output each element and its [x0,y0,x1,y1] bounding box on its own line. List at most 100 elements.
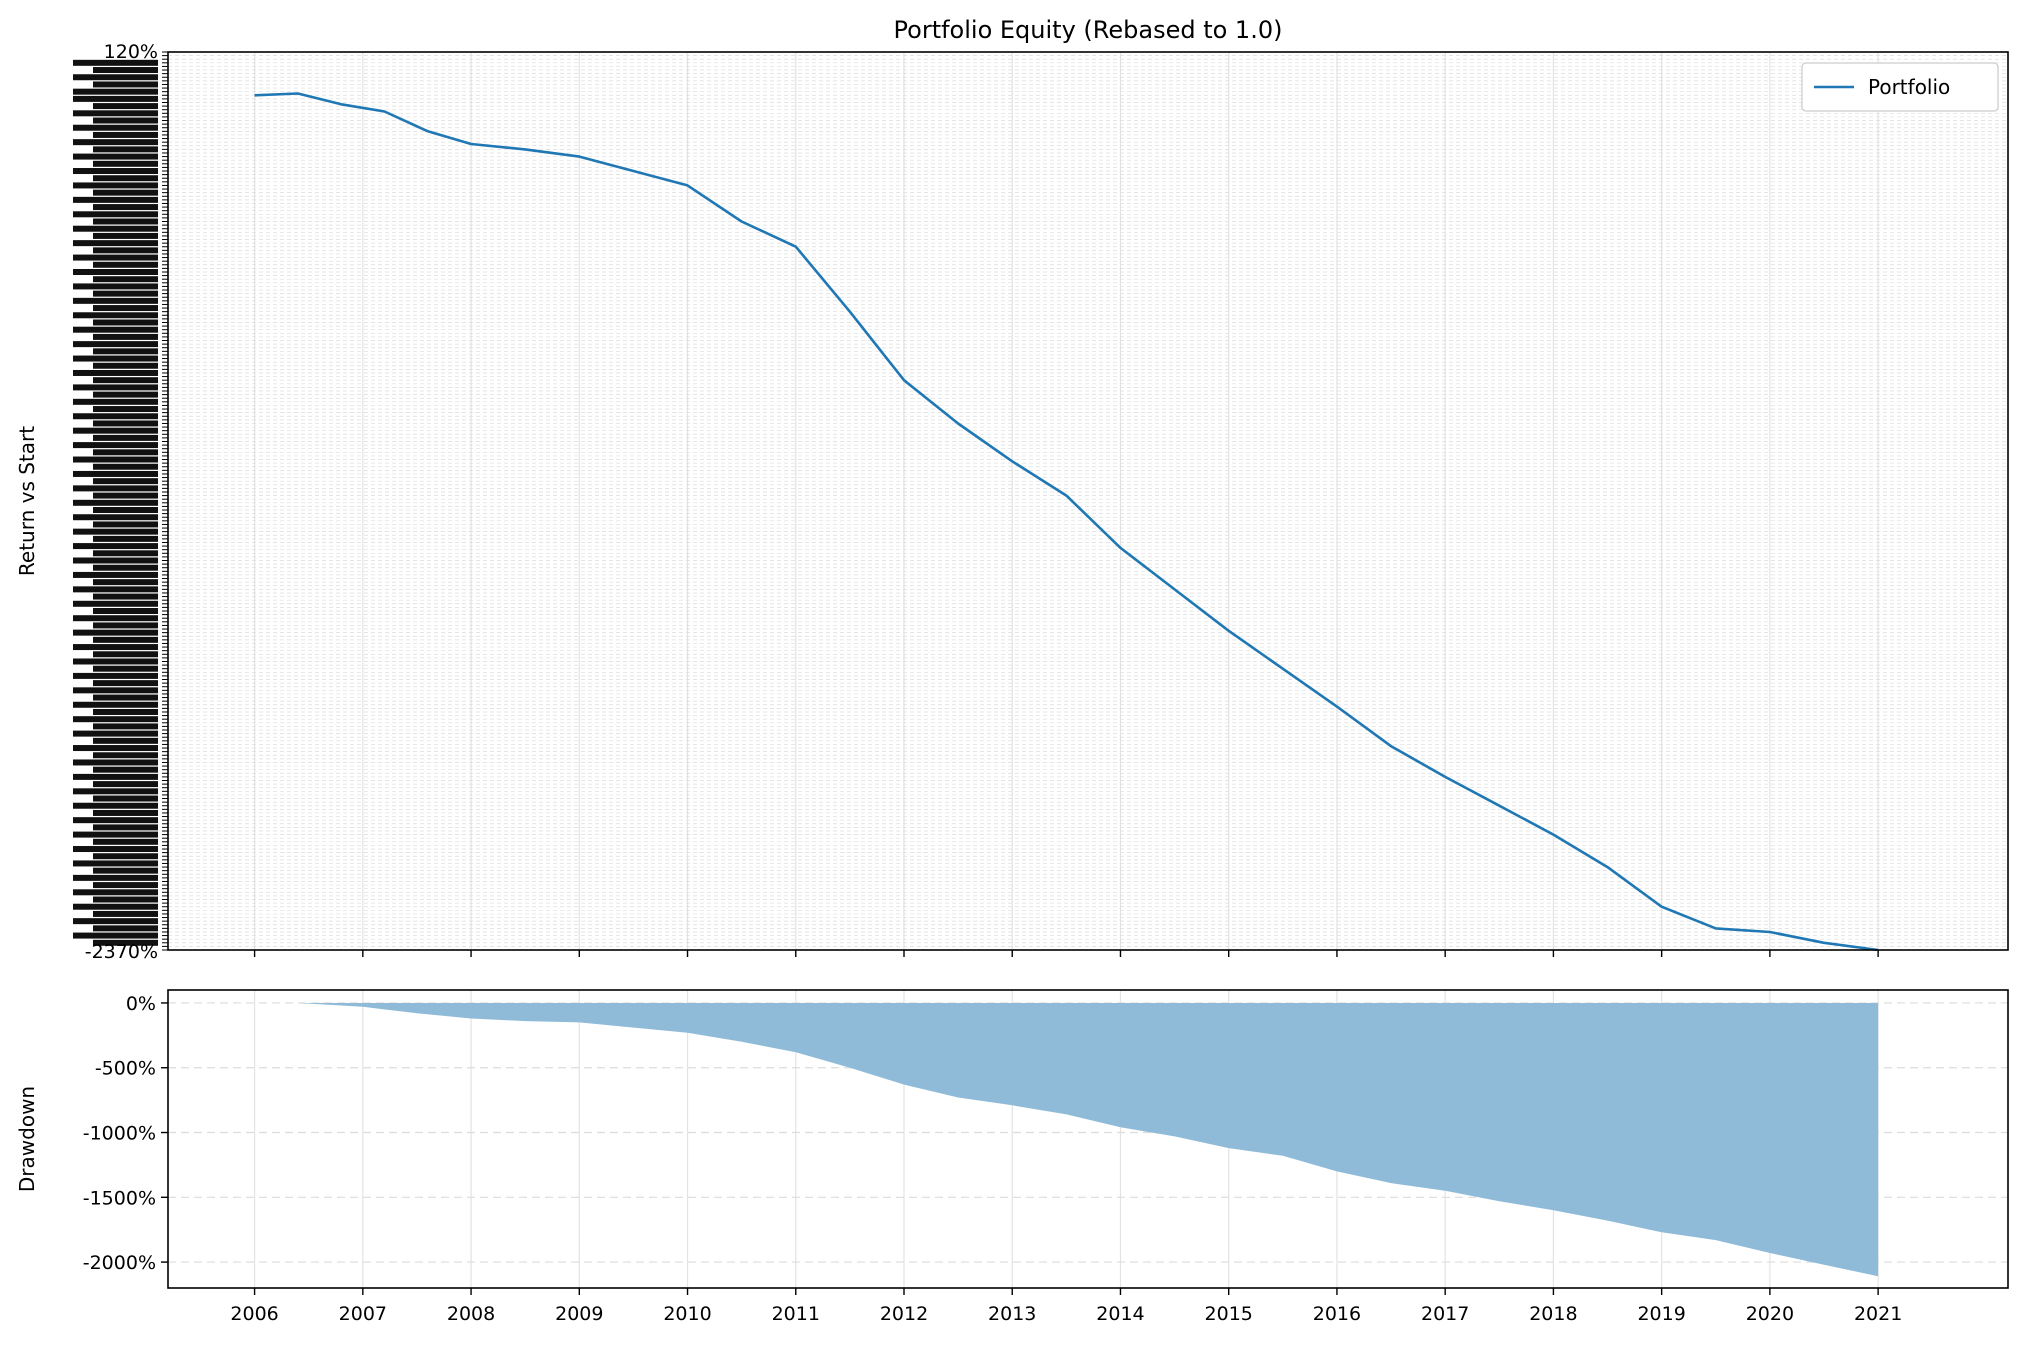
equity-ytick-label-overlap [73,846,158,853]
equity-ytick-label-overlap [73,124,158,131]
equity-ytick-label-overlap [93,160,158,167]
equity-ytick-label-overlap [73,528,158,535]
drawdown-ytick-label: -2000% [83,1252,156,1274]
equity-ytick-label-overlap [93,131,158,138]
equity-x-ticks [253,950,1879,957]
drawdown-ytick-label: -1000% [83,1123,156,1145]
equity-ytick-label-overlap [93,636,158,643]
equity-ytick-label-overlap [93,723,158,730]
equity-ytick-label-overlap [93,319,158,326]
x-tick-label-2011: 2011 [772,1303,820,1325]
equity-ytick-label-overlap [93,507,158,514]
x-tick-label-2014: 2014 [1096,1303,1144,1325]
equity-ytick-label-overlap [93,449,158,456]
equity-ytick-label-overlap [73,687,158,694]
equity-ytick-label-overlap [93,478,158,485]
equity-ytick-label-overlap [73,182,158,189]
equity-ytick-label-overlap [93,752,158,759]
equity-ytick-label-overlap [73,658,158,665]
equity-ytick-label-overlap [73,326,158,333]
x-tick-label-2019: 2019 [1637,1303,1685,1325]
equity-ytick-label-overlap [73,903,158,910]
x-tick-label-2017: 2017 [1421,1303,1469,1325]
equity-ytick-label-overlap [73,543,158,550]
equity-ytick-label-overlap [93,204,158,211]
legend-box [1801,62,1999,112]
equity-ytick-label-overlap [73,442,158,449]
equity-ytick-label-overlap [93,521,158,528]
equity-ytick-label-overlap [93,305,158,312]
legend-label-portfolio: Portfolio [1868,75,1950,99]
equity-ytick-label-overlap [93,838,158,845]
equity-ytick-label-overlap [73,918,158,925]
equity-ytick-label-overlap [73,398,158,405]
equity-ytick-label-overlap [73,586,158,593]
equity-ytick-label-overlap [93,218,158,225]
x-tick-label-2021: 2021 [1854,1303,1902,1325]
equity-ytick-label-overlap [93,708,158,715]
equity-ytick-label-overlap [93,781,158,788]
equity-ytick-label-overlap [73,831,158,838]
x-tick-label-2016: 2016 [1313,1303,1361,1325]
equity-ytick-label-overlap [93,391,158,398]
equity-ytick-label-overlap [93,117,158,124]
equity-ytick-label-overlap [73,413,158,420]
equity-ytick-label-overlap [73,211,158,218]
x-tick-label-2020: 2020 [1746,1303,1794,1325]
equity-ytick-label-overlap [93,896,158,903]
equity-ytick-label-overlap [93,333,158,340]
equity-ytick-label-overlap [73,341,158,348]
equity-ytick-label-overlap [73,759,158,766]
equity-ytick-label-overlap [73,860,158,867]
equity-ytick-label-overlap [93,67,158,74]
equity-ytick-label-overlap [93,766,158,773]
equity-ytick-label-overlap [73,615,158,622]
equity-ytick-label-overlap [73,499,158,506]
equity-ytick-label-overlap [93,492,158,499]
equity-ytick-label-overlap [93,824,158,831]
equity-ytick-label-overlap [73,571,158,578]
drawdown-horizontal-gridlines [168,1002,2008,1263]
equity-ytick-label-overlap [93,348,158,355]
equity-ytick-label-overlap [93,939,158,946]
equity-ytick-label-overlap [93,175,158,182]
drawdown-ytick-label: 0% [126,993,156,1015]
x-tick-label-2010: 2010 [663,1303,711,1325]
equity-ytick-label-overlap [93,622,158,629]
drawdown-panel: 0%-500%-1000%-1500%-2000% 2006 2007 2008 20… [15,989,2009,1325]
equity-ytick-label-overlap [73,802,158,809]
equity-ytick-label-overlap [73,745,158,752]
equity-ytick-label-overlap [73,817,158,824]
equity-ytick-label-overlap [93,607,158,614]
equity-ytick-label-overlap [73,225,158,232]
equity-ytick-label-overlap [93,103,158,110]
drawdown-area [297,1003,1879,1277]
equity-ytick-label-overlap [93,463,158,470]
equity-ytick-label-overlap [93,189,158,196]
equity-ytick-label-overlap [93,406,158,413]
drawdown-ytick-label: -500% [95,1058,156,1080]
chart-title: Portfolio Equity (Rebased to 1.0) [894,16,1283,44]
equity-ytick-label-overlap [73,139,158,146]
equity-ytick-label-overlap [93,290,158,297]
equity-ytick-label-overlap [73,88,158,95]
equity-ytick-label-overlap [73,427,158,434]
equity-ytick-label-overlap [93,882,158,889]
equity-axes-frame [167,51,2009,951]
equity-ytick-label-overlap [93,362,158,369]
x-tick-label-2012: 2012 [880,1303,928,1325]
equity-ytick-label-overlap [93,809,158,816]
x-tick-label-2008: 2008 [447,1303,495,1325]
equity-vertical-gridlines [253,52,1879,950]
equity-ytick-label-overlap [93,420,158,427]
equity-ytick-label-overlap [73,716,158,723]
equity-ytick-label-overlap [73,297,158,304]
equity-ytick-label-overlap [93,737,158,744]
equity-horizontal-gridlines [168,51,2008,951]
equity-ytick-label-overlap [93,535,158,542]
x-tick-label-2009: 2009 [555,1303,603,1325]
x-tick-label-2007: 2007 [339,1303,387,1325]
equity-ytick-label-overlap [73,701,158,708]
equity-ytick-label-overlap [73,355,158,362]
drawdown-axes-frame [167,989,2009,1289]
